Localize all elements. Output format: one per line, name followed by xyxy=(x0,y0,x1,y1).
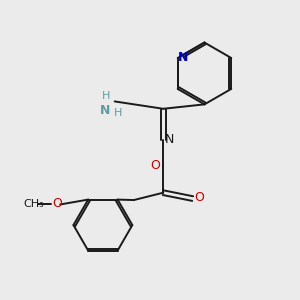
Text: N: N xyxy=(100,104,110,117)
Text: O: O xyxy=(150,159,160,172)
Text: O: O xyxy=(52,197,62,210)
Text: H: H xyxy=(113,108,122,118)
Text: O: O xyxy=(194,191,204,204)
Text: H: H xyxy=(102,91,110,100)
Text: N: N xyxy=(178,51,188,64)
Text: N: N xyxy=(165,133,174,146)
Text: CH₃: CH₃ xyxy=(23,199,44,208)
